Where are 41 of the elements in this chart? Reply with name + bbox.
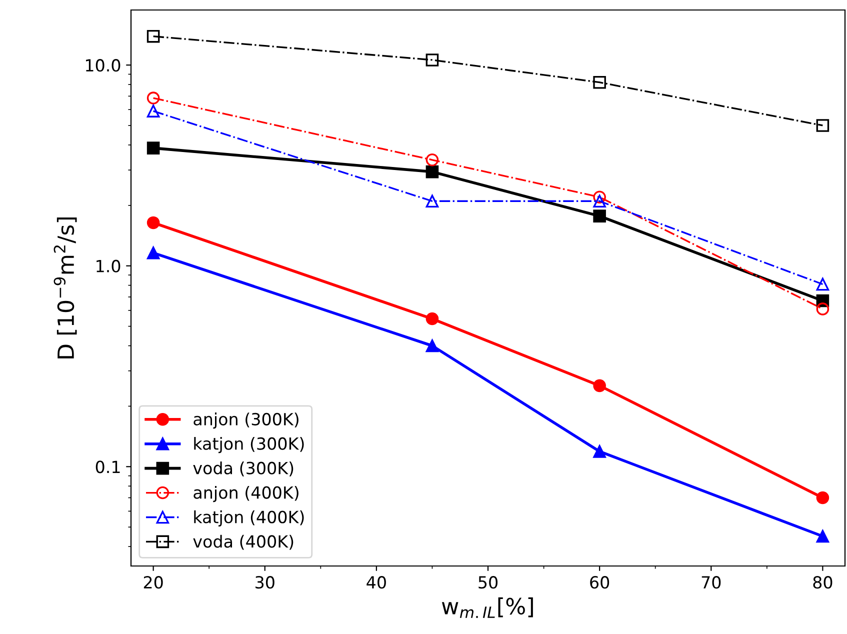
legend-label: voda (300K) bbox=[193, 461, 294, 476]
x-tick-label: 40 bbox=[366, 576, 386, 589]
point bbox=[426, 54, 439, 66]
point bbox=[426, 339, 439, 352]
y-tick-label: 10.0 bbox=[86, 59, 120, 72]
point bbox=[593, 194, 606, 208]
x-tick-label: 70 bbox=[702, 576, 721, 589]
point bbox=[593, 210, 606, 222]
point bbox=[426, 312, 439, 326]
point bbox=[146, 92, 160, 104]
point bbox=[816, 491, 830, 504]
x-tick-label: 50 bbox=[478, 576, 498, 589]
point bbox=[146, 104, 160, 118]
x-tick-label: 20 bbox=[144, 576, 163, 589]
point bbox=[816, 278, 830, 291]
x-tick-label: 30 bbox=[256, 576, 274, 589]
point bbox=[593, 379, 606, 392]
point bbox=[593, 76, 606, 89]
point bbox=[426, 154, 439, 166]
legend-label: voda (400K) bbox=[193, 534, 294, 550]
y-tick-label: 0.1 bbox=[96, 460, 120, 474]
point bbox=[146, 142, 160, 154]
point bbox=[593, 445, 606, 458]
y-tick-label: 1.0 bbox=[96, 260, 120, 272]
point bbox=[426, 165, 439, 178]
legend-label: katjon (400K) bbox=[194, 510, 304, 527]
x-tick-label: 60 bbox=[590, 576, 610, 589]
point bbox=[816, 119, 830, 132]
point bbox=[426, 194, 439, 208]
x-tick-label: 80 bbox=[813, 576, 832, 589]
point bbox=[146, 246, 160, 260]
point bbox=[593, 190, 606, 204]
point bbox=[146, 216, 160, 230]
x-axis-title: w$_{m.IL}$[%] bbox=[442, 597, 533, 618]
y-axis-title: D [10$^{−9}$m$^{2}$/s] bbox=[54, 217, 77, 358]
point bbox=[816, 530, 830, 543]
legend-label: katjon (300K) bbox=[194, 437, 304, 454]
legend-label: anjon (300K) bbox=[194, 412, 298, 429]
point bbox=[816, 302, 830, 316]
legend-label: anjon (400K) bbox=[194, 486, 298, 502]
point bbox=[146, 30, 160, 43]
